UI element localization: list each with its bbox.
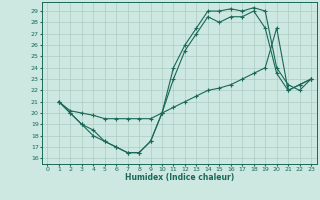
X-axis label: Humidex (Indice chaleur): Humidex (Indice chaleur) bbox=[124, 173, 234, 182]
